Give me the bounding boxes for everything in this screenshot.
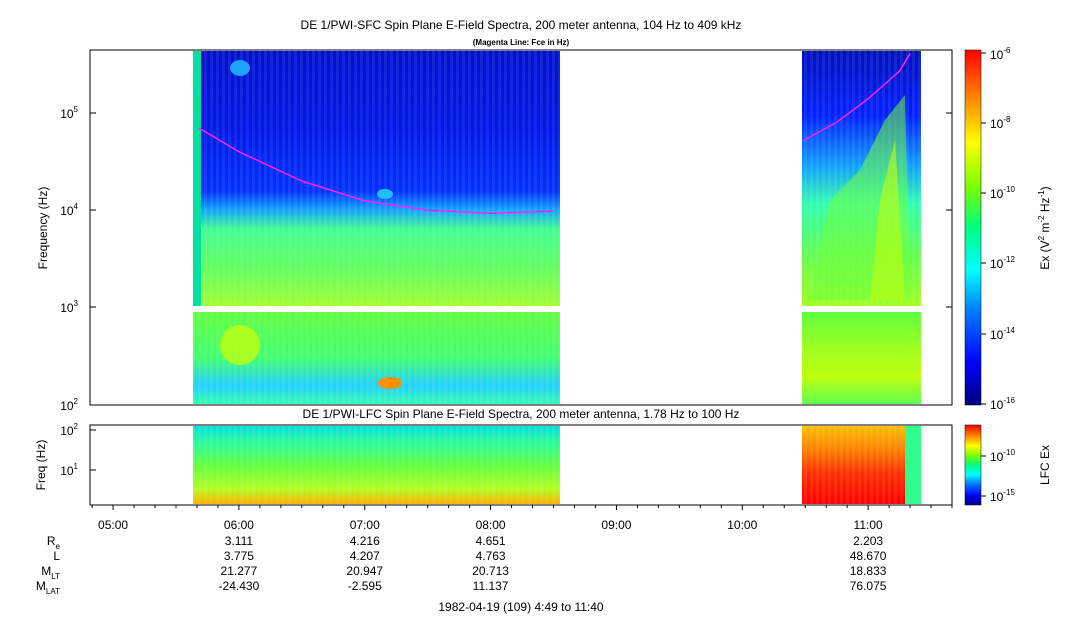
time-tick-label: 09:00 — [601, 518, 631, 532]
cb-tick-1e-10: 10-10 — [990, 185, 1015, 201]
ephemeris-labels: Re L MLT MLAT — [36, 534, 61, 596]
ephemeris-value: 3.111 — [225, 534, 254, 548]
ephemeris-value: 4.216 — [350, 534, 380, 548]
sfc-y-axis: 102 103 104 105 Frequency (Hz) — [36, 105, 952, 413]
ephemeris-value: 18.833 — [850, 564, 887, 578]
sfc-pass1-spectrogram — [193, 51, 560, 404]
sfc-panel: 102 103 104 105 Frequency (Hz) 10-6 10-8… — [36, 46, 1052, 413]
sfc-ytick-1e5: 105 — [60, 105, 78, 121]
time-tick-label: 10:00 — [727, 518, 757, 532]
lfc-ytick-1e2: 102 — [60, 422, 78, 438]
ephem-label-l: L — [53, 549, 60, 563]
fce-line-2 — [802, 53, 911, 142]
sfc-ytick-1e2: 102 — [60, 397, 78, 413]
time-axis: 05:00 06:00 07:00 08:00 09:00 10:00 11:00 — [90, 504, 953, 532]
cb-tick-1e-12: 10-12 — [990, 255, 1015, 271]
ephemeris-value: 20.713 — [472, 564, 509, 578]
sfc-colorbar: 10-6 10-8 10-10 10-12 10-14 10-16 Ex (V2… — [964, 46, 1052, 412]
lfc-cb-tick-1e-10: 10-10 — [990, 448, 1015, 464]
ephemeris-value: -24.430 — [219, 579, 260, 593]
ephemeris-value: 20.947 — [346, 564, 383, 578]
lfc-pass1-spectrogram — [193, 426, 560, 504]
lfc-ylabel: Freq (Hz) — [34, 440, 48, 491]
fce-line-1 — [198, 127, 554, 215]
ephemeris-value: 4.207 — [350, 549, 380, 563]
sfc-ytick-1e3: 103 — [60, 299, 78, 315]
sfc-colorbar-label: Ex (V2 m-2 Hz-1) — [1037, 186, 1052, 269]
ephemeris-value: 21.277 — [221, 564, 258, 578]
cb-tick-1e-16: 10-16 — [990, 396, 1015, 412]
ephem-label-mlt: MLT — [41, 564, 60, 581]
lfc-cb-tick-1e-15: 10-15 — [990, 488, 1015, 504]
ephem-label-re: Re — [47, 534, 61, 551]
ephemeris-value: -2.595 — [348, 579, 382, 593]
lfc-colorbar-label: LFC Ex — [1038, 445, 1052, 485]
fce-lines — [198, 53, 911, 215]
lfc-ytick-1e1: 101 — [60, 462, 78, 478]
time-tick-label: 08:00 — [476, 518, 506, 532]
ephem-label-mlat: MLAT — [36, 579, 60, 596]
ephemeris-value: 48.670 — [850, 549, 887, 563]
cb-tick-1e-6: 10-6 — [990, 46, 1011, 62]
ephemeris-value: 4.763 — [476, 549, 506, 563]
lfc-panel: 102 101 Freq (Hz) 10-10 10-15 LFC Ex — [34, 422, 1052, 506]
time-range-footer: 1982-04-19 (109) 4:49 to 11:40 — [438, 600, 604, 614]
ephemeris-value: 2.203 — [853, 534, 883, 548]
time-tick-label: 11:00 — [854, 518, 883, 532]
time-tick-label: 05:00 — [98, 518, 128, 532]
sfc-ytick-1e4: 104 — [60, 202, 78, 218]
ephemeris-value: 3.775 — [224, 549, 254, 563]
lfc-title: DE 1/PWI-LFC Spin Plane E-Field Spectra,… — [303, 407, 740, 421]
time-tick-label: 07:00 — [350, 518, 380, 532]
sfc-ylabel: Frequency (Hz) — [36, 187, 50, 270]
cb-tick-1e-8: 10-8 — [990, 115, 1011, 131]
sfc-pass2-spectrogram — [802, 51, 921, 404]
ephemeris-value: 11.137 — [473, 579, 509, 593]
time-tick-label: 06:00 — [224, 518, 254, 532]
lfc-colorbar: 10-10 10-15 LFC Ex — [964, 424, 1052, 506]
lfc-pass2-spectrogram — [802, 426, 921, 504]
sfc-title: DE 1/PWI-SFC Spin Plane E-Field Spectra,… — [301, 18, 742, 32]
cb-tick-1e-14: 10-14 — [990, 326, 1015, 342]
ephemeris-value: 76.075 — [850, 579, 887, 593]
ephemeris-values: 3.111 4.216 4.651 2.203 3.775 4.207 4.763 48.67… — [219, 534, 887, 593]
sfc-subtitle: (Magenta Line: Fce in Hz) — [473, 38, 570, 47]
lfc-y-axis: 102 101 Freq (Hz) — [34, 422, 96, 490]
ephemeris-value: 4.651 — [476, 534, 506, 548]
